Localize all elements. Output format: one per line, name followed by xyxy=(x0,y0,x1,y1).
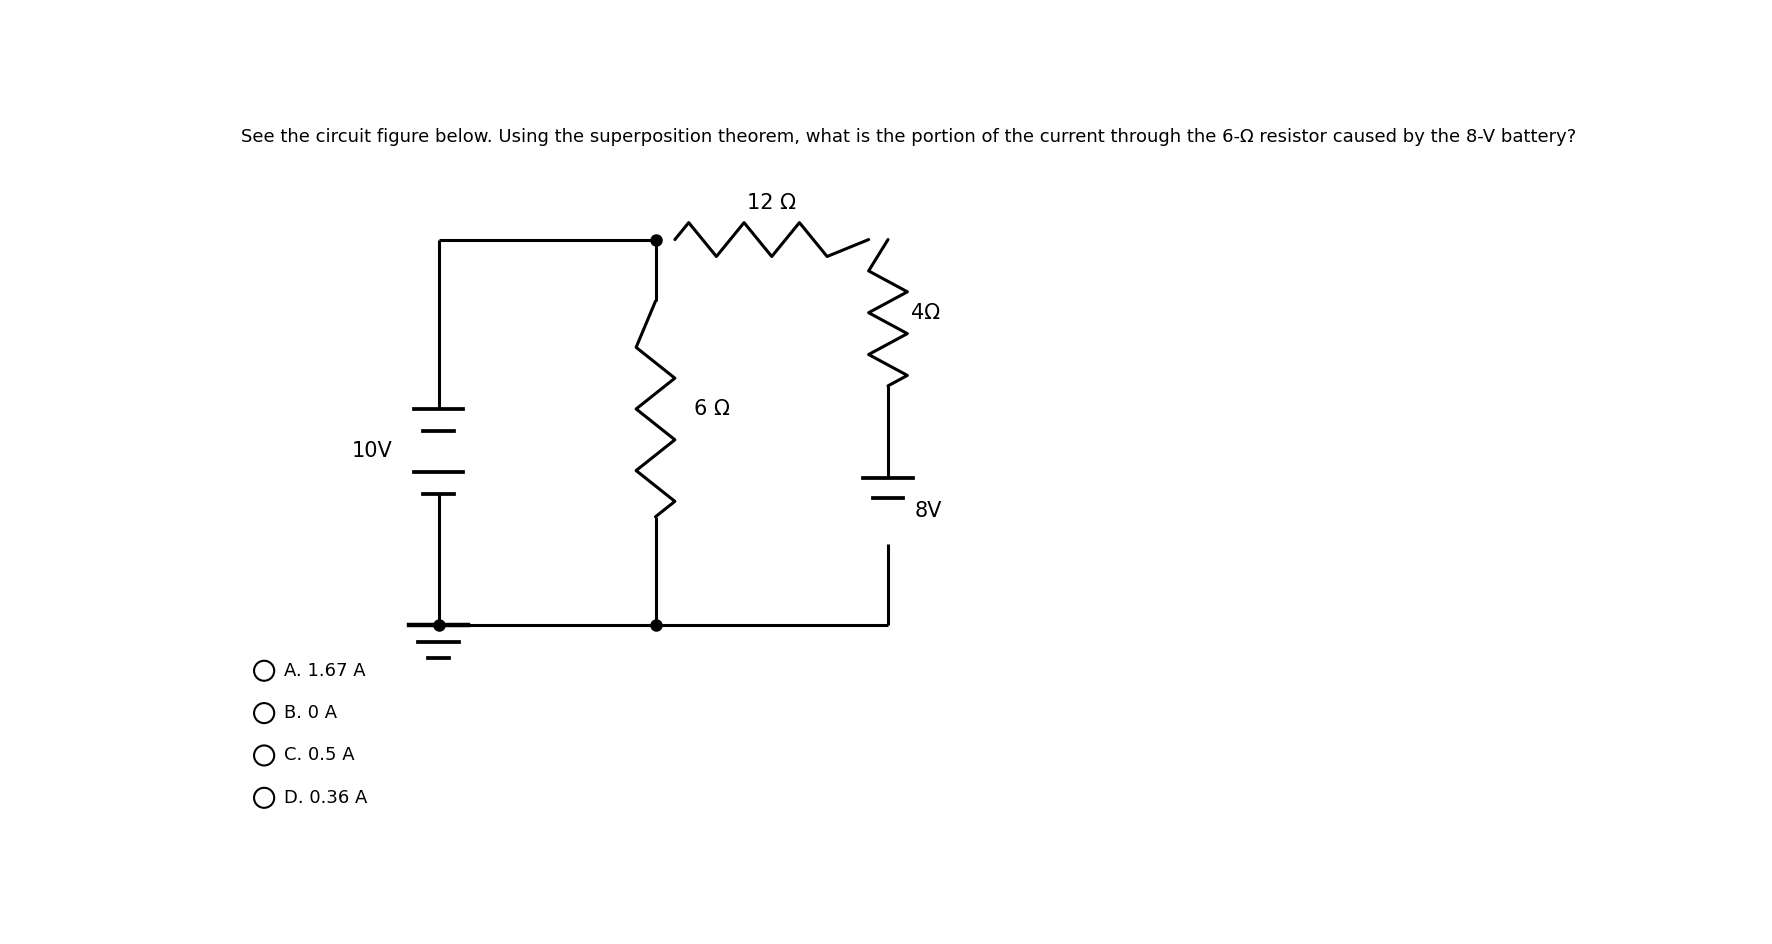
Text: 12 Ω: 12 Ω xyxy=(748,193,796,212)
Text: 10V: 10V xyxy=(351,441,392,462)
Text: D. 0.36 A: D. 0.36 A xyxy=(284,789,367,807)
Text: 4Ω: 4Ω xyxy=(911,303,941,323)
Text: B. 0 A: B. 0 A xyxy=(284,704,337,722)
Text: A. 1.67 A: A. 1.67 A xyxy=(284,662,365,680)
Text: 6 Ω: 6 Ω xyxy=(695,399,730,419)
Text: 8V: 8V xyxy=(914,501,943,521)
Text: C. 0.5 A: C. 0.5 A xyxy=(284,747,354,765)
Text: See the circuit figure below. Using the superposition theorem, what is the porti: See the circuit figure below. Using the … xyxy=(241,127,1575,146)
